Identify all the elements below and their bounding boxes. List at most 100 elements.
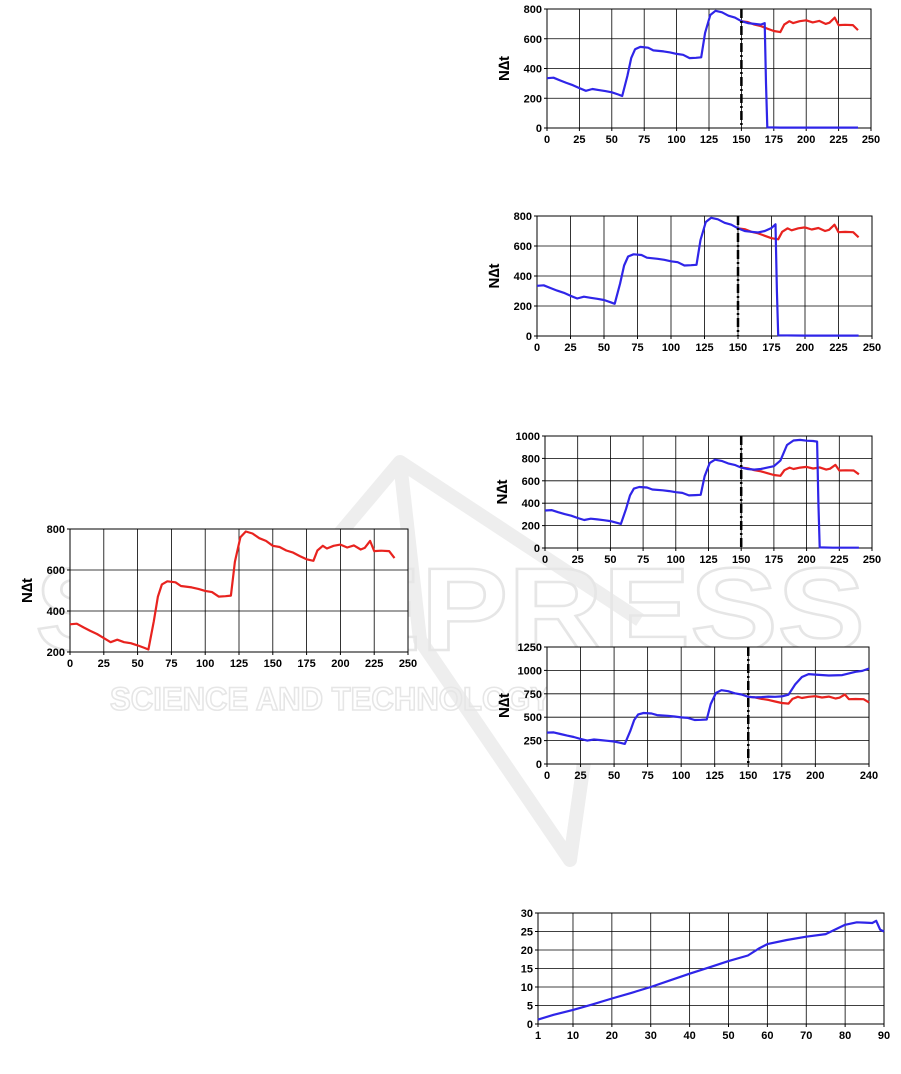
x-tick-label: 40	[683, 1030, 695, 1042]
y-tick-label: 250	[524, 736, 542, 748]
x-tick-label: 150	[739, 770, 757, 782]
x-tick-label: 20	[606, 1030, 618, 1042]
x-tick-label: 250	[863, 554, 881, 566]
y-tick-label: 400	[522, 498, 540, 510]
y-tick-label: 400	[514, 271, 532, 283]
y-axis-label: N∆t	[19, 578, 36, 603]
y-tick-label: 200	[524, 93, 542, 105]
y-tick-label: 15	[521, 964, 533, 976]
x-tick-label: 150	[732, 554, 750, 566]
y-tick-label: 1250	[518, 642, 542, 654]
y-tick-label: 10	[521, 982, 533, 994]
y-tick-label: 0	[536, 123, 542, 135]
x-tick-label: 125	[230, 658, 248, 670]
series-line-forecast	[546, 667, 870, 745]
y-tick-label: 800	[522, 453, 540, 465]
x-tick-label: 150	[729, 342, 747, 354]
x-tick-label: 200	[806, 770, 824, 782]
x-tick-label: 175	[773, 770, 791, 782]
y-axis-label: N∆t	[496, 56, 513, 81]
x-tick-label: 250	[862, 134, 880, 146]
x-tick-label: 250	[399, 658, 417, 670]
x-tick-label: 200	[796, 342, 814, 354]
series-line-forecast	[536, 216, 859, 337]
y-tick-label: 400	[524, 64, 542, 76]
x-tick-label: 0	[542, 554, 548, 566]
x-tick-label: 125	[700, 134, 718, 146]
x-tick-label: 240	[860, 770, 878, 782]
series-line-reference	[737, 223, 860, 241]
x-tick-label: 25	[573, 134, 585, 146]
y-tick-label: 25	[521, 927, 533, 939]
series-line-reference	[748, 693, 870, 705]
y-axis-label: N∆t	[496, 693, 513, 718]
x-tick-label: 50	[598, 342, 610, 354]
y-tick-label: 800	[47, 524, 65, 536]
y-tick-label: 500	[524, 712, 542, 724]
x-tick-label: 225	[830, 554, 848, 566]
x-tick-label: 75	[165, 658, 177, 670]
x-tick-label: 225	[829, 134, 847, 146]
x-tick-label: 75	[631, 342, 643, 354]
x-tick-label: 75	[642, 770, 654, 782]
series-line-forecast	[544, 438, 859, 549]
series-line-reference	[69, 530, 396, 651]
x-tick-label: 200	[797, 134, 815, 146]
x-tick-label: 0	[544, 770, 550, 782]
x-tick-label: 175	[297, 658, 315, 670]
x-tick-label: 25	[98, 658, 110, 670]
series-line-reference	[741, 16, 859, 34]
y-axis-label: N∆t	[486, 263, 503, 288]
x-tick-label: 50	[606, 134, 618, 146]
x-tick-label: 225	[829, 342, 847, 354]
x-tick-label: 0	[544, 134, 550, 146]
x-tick-label: 25	[574, 770, 586, 782]
x-tick-label: 150	[264, 658, 282, 670]
y-tick-label: 0	[534, 543, 540, 555]
x-tick-label: 50	[608, 770, 620, 782]
x-tick-label: 1	[535, 1030, 541, 1042]
x-tick-label: 70	[800, 1030, 812, 1042]
x-tick-label: 10	[567, 1030, 579, 1042]
x-tick-label: 50	[604, 554, 616, 566]
x-tick-label: 25	[564, 342, 576, 354]
y-tick-label: 30	[521, 908, 533, 920]
x-tick-label: 75	[637, 554, 649, 566]
y-tick-label: 5	[527, 1001, 533, 1013]
x-tick-label: 175	[762, 342, 780, 354]
x-tick-label: 100	[667, 554, 685, 566]
x-tick-label: 125	[699, 554, 717, 566]
y-tick-label: 0	[536, 759, 542, 771]
x-tick-label: 50	[722, 1030, 734, 1042]
y-tick-label: 0	[526, 331, 532, 343]
x-tick-label: 60	[761, 1030, 773, 1042]
x-tick-label: 100	[672, 770, 690, 782]
y-tick-label: 1000	[516, 431, 540, 443]
x-tick-label: 75	[638, 134, 650, 146]
x-tick-label: 30	[645, 1030, 657, 1042]
y-tick-label: 20	[521, 945, 533, 957]
series-line-reference	[741, 463, 860, 477]
x-tick-label: 50	[131, 658, 143, 670]
y-tick-label: 600	[47, 565, 65, 577]
series-line-forecast	[546, 9, 858, 129]
x-tick-label: 175	[765, 134, 783, 146]
y-tick-label: 750	[524, 689, 542, 701]
x-tick-label: 25	[572, 554, 584, 566]
y-tick-label: 600	[524, 34, 542, 46]
x-tick-label: 125	[706, 770, 724, 782]
y-tick-label: 400	[47, 606, 65, 618]
y-tick-label: 200	[514, 301, 532, 313]
x-tick-label: 80	[839, 1030, 851, 1042]
x-tick-label: 225	[365, 658, 383, 670]
x-tick-label: 200	[331, 658, 349, 670]
x-tick-label: 125	[695, 342, 713, 354]
x-tick-label: 175	[765, 554, 783, 566]
y-tick-label: 600	[514, 241, 532, 253]
y-tick-label: 600	[522, 476, 540, 488]
y-tick-label: 200	[47, 647, 65, 659]
